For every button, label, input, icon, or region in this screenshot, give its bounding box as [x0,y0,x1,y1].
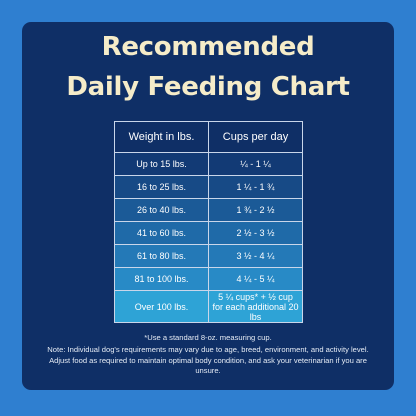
weight-cell: 61 to 80 lbs. [114,244,209,268]
table-row: 26 to 40 lbs. 1 ¾ - 2 ½ [114,198,303,222]
cups-cell: 3 ½ - 4 ¼ [208,244,303,268]
cups-cell: ¼ - 1 ¼ [208,152,303,176]
cups-cell: 5 ¼ cups* + ½ cup for each additional 20… [208,290,303,323]
cups-cell: 1 ¼ - 1 ¾ [208,175,303,199]
header-weight: Weight in lbs. [114,121,209,153]
weight-cell: 41 to 60 lbs. [114,221,209,245]
weight-cell: 81 to 100 lbs. [114,267,209,291]
cups-cell: 2 ½ - 3 ½ [208,221,303,245]
measuring-cup-footnote: *Use a standard 8-oz. measuring cup. [144,333,272,342]
cups-cell: 4 ¼ - 5 ¼ [208,267,303,291]
header-cups: Cups per day [208,121,303,153]
weight-cell: Up to 15 lbs. [114,152,209,176]
title-line-1: Recommended [101,32,315,62]
table-header-row: Weight in lbs. Cups per day [114,121,303,153]
cups-cell: 1 ¾ - 2 ½ [208,198,303,222]
weight-cell: Over 100 lbs. [114,290,209,323]
table-row: Up to 15 lbs. ¼ - 1 ¼ [114,152,303,176]
requirements-note: Note: Individual dog's requirements may … [47,345,369,375]
feeding-table: Weight in lbs. Cups per day Up to 15 lbs… [114,121,303,323]
title-line-2: Daily Feeding Chart [66,72,350,102]
table-row: Over 100 lbs. 5 ¼ cups* + ½ cup for each… [114,290,303,323]
weight-cell: 16 to 25 lbs. [114,175,209,199]
table-row: 81 to 100 lbs. 4 ¼ - 5 ¼ [114,267,303,291]
weight-cell: 26 to 40 lbs. [114,198,209,222]
table-row: 41 to 60 lbs. 2 ½ - 3 ½ [114,221,303,245]
table-row: 16 to 25 lbs. 1 ¼ - 1 ¾ [114,175,303,199]
table-row: 61 to 80 lbs. 3 ½ - 4 ¼ [114,244,303,268]
